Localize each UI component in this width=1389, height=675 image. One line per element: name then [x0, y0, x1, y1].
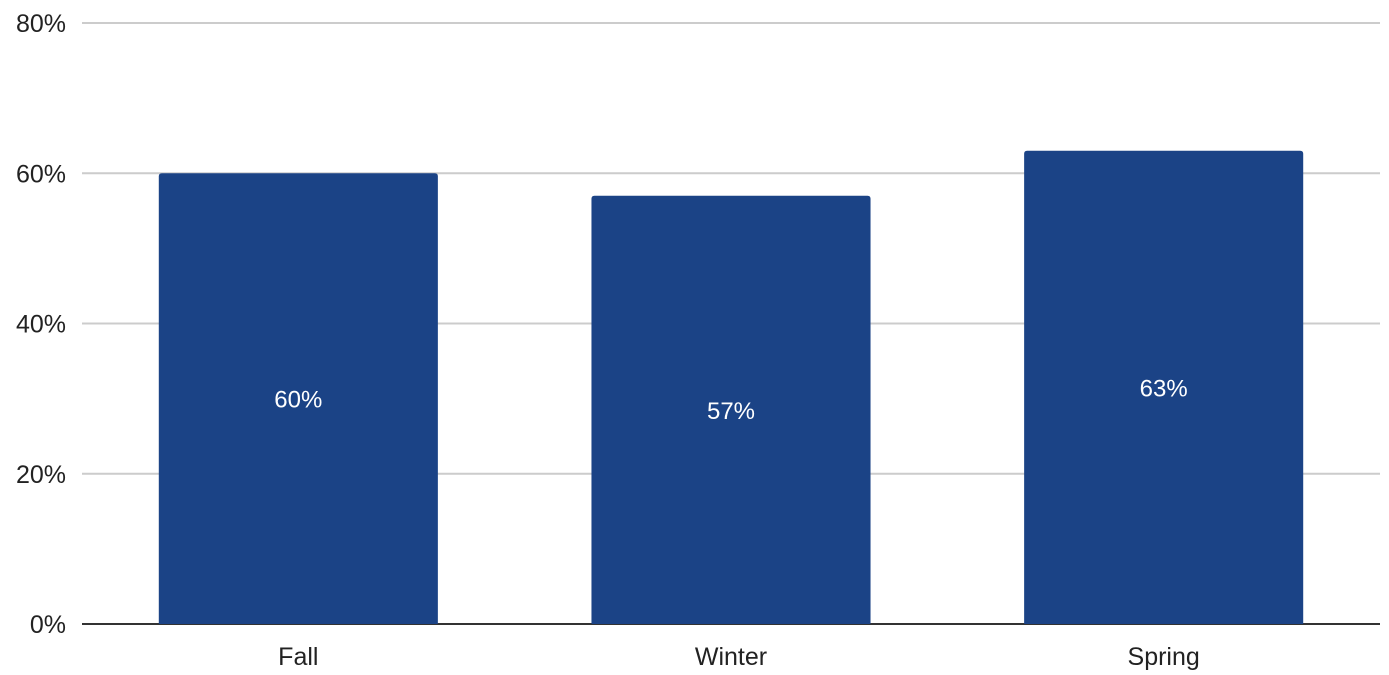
- data-label: 63%: [1140, 375, 1188, 402]
- data-label: 60%: [274, 387, 322, 414]
- bar-winter: [591, 195, 871, 624]
- y-tick-label: 20%: [16, 461, 66, 489]
- x-category-label: Winter: [695, 643, 767, 671]
- y-tick-label: 40%: [16, 311, 66, 339]
- bars: [158, 150, 1304, 624]
- data-labels: 60% 57% 63%: [274, 375, 1187, 425]
- y-axis-ticks: 0% 20% 40% 60% 80%: [16, 10, 66, 639]
- bar-fall: [158, 173, 438, 624]
- data-label: 57%: [707, 398, 755, 425]
- y-tick-label: 0%: [30, 611, 66, 639]
- y-tick-label: 80%: [16, 10, 66, 38]
- bar-spring: [1024, 150, 1304, 624]
- x-category-label: Spring: [1128, 643, 1200, 671]
- x-category-label: Fall: [278, 643, 318, 671]
- y-tick-label: 60%: [16, 160, 66, 188]
- x-axis-labels: Fall Winter Spring: [278, 643, 1200, 671]
